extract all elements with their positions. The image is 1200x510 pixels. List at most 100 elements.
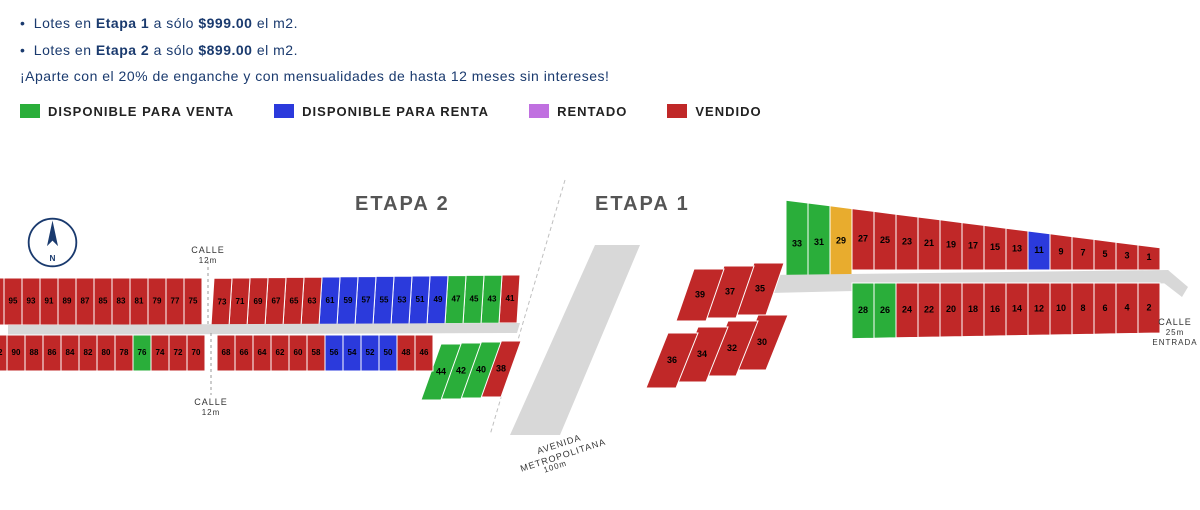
svg-text:46: 46 <box>420 348 429 357</box>
svg-text:89: 89 <box>63 297 72 306</box>
svg-text:30: 30 <box>757 337 767 347</box>
svg-text:63: 63 <box>308 296 317 305</box>
svg-text:8: 8 <box>1080 303 1085 313</box>
svg-text:84: 84 <box>66 348 75 357</box>
svg-text:14: 14 <box>1012 304 1022 314</box>
svg-text:75: 75 <box>189 297 198 306</box>
svg-text:70: 70 <box>192 348 201 357</box>
svg-text:6: 6 <box>1102 303 1107 313</box>
svg-text:54: 54 <box>348 348 357 357</box>
svg-text:23: 23 <box>902 236 912 246</box>
svg-text:26: 26 <box>880 305 890 315</box>
svg-text:12: 12 <box>1034 303 1044 313</box>
svg-text:50: 50 <box>384 348 393 357</box>
svg-text:53: 53 <box>398 295 407 304</box>
svg-text:4: 4 <box>1124 303 1129 313</box>
svg-text:57: 57 <box>362 296 371 305</box>
svg-text:36: 36 <box>667 355 677 365</box>
svg-text:66: 66 <box>240 348 249 357</box>
svg-text:68: 68 <box>222 348 231 357</box>
svg-text:58: 58 <box>312 348 321 357</box>
svg-text:ENTRADA: ENTRADA <box>1152 338 1197 347</box>
svg-text:39: 39 <box>695 289 705 299</box>
svg-text:77: 77 <box>171 297 180 306</box>
legend: DISPONIBLE PARA VENTA DISPONIBLE PARA RE… <box>20 104 1180 119</box>
svg-text:69: 69 <box>254 297 263 306</box>
pricing-bullets: • Lotes en Etapa 1 a sólo $999.00 el m2.… <box>20 10 1180 63</box>
svg-text:29: 29 <box>836 235 846 245</box>
svg-text:45: 45 <box>470 295 479 304</box>
svg-text:2: 2 <box>1146 302 1151 312</box>
svg-text:82: 82 <box>84 348 93 357</box>
svg-text:76: 76 <box>138 348 147 357</box>
svg-text:72: 72 <box>174 348 183 357</box>
svg-text:1: 1 <box>1146 252 1151 262</box>
svg-text:CALLE: CALLE <box>194 397 228 407</box>
svg-text:74: 74 <box>156 348 165 357</box>
svg-text:13: 13 <box>1012 243 1022 253</box>
svg-text:73: 73 <box>218 297 227 306</box>
svg-text:67: 67 <box>272 297 281 306</box>
svg-text:28: 28 <box>858 305 868 315</box>
svg-text:38: 38 <box>496 363 506 373</box>
lot-map: ETAPA 2ETAPA 113579111315171921232527293… <box>0 175 1200 505</box>
svg-text:44: 44 <box>436 366 446 376</box>
svg-text:7: 7 <box>1080 248 1085 258</box>
svg-text:59: 59 <box>344 296 353 305</box>
svg-text:34: 34 <box>697 349 707 359</box>
legend-vendido: VENDIDO <box>667 104 761 119</box>
svg-text:85: 85 <box>99 297 108 306</box>
svg-text:37: 37 <box>725 286 735 296</box>
legend-venta: DISPONIBLE PARA VENTA <box>20 104 234 119</box>
legend-renta: DISPONIBLE PARA RENTA <box>274 104 489 119</box>
svg-text:71: 71 <box>236 297 245 306</box>
svg-text:16: 16 <box>990 304 1000 314</box>
svg-text:25: 25 <box>880 235 890 245</box>
svg-text:83: 83 <box>117 297 126 306</box>
svg-text:86: 86 <box>48 348 57 357</box>
svg-text:79: 79 <box>153 297 162 306</box>
svg-text:91: 91 <box>45 297 54 306</box>
svg-text:27: 27 <box>858 234 868 244</box>
svg-text:33: 33 <box>792 238 802 248</box>
bullet-etapa2: • Lotes en Etapa 2 a sólo $899.00 el m2. <box>20 37 1180 64</box>
svg-text:19: 19 <box>946 239 956 249</box>
svg-text:60: 60 <box>294 348 303 357</box>
svg-text:87: 87 <box>81 297 90 306</box>
svg-text:24: 24 <box>902 305 912 315</box>
svg-text:25m: 25m <box>1166 328 1185 337</box>
svg-text:18: 18 <box>968 304 978 314</box>
svg-text:90: 90 <box>12 348 21 357</box>
svg-text:42: 42 <box>456 365 466 375</box>
svg-text:65: 65 <box>290 297 299 306</box>
svg-text:95: 95 <box>9 297 18 306</box>
svg-text:80: 80 <box>102 348 111 357</box>
bullet-etapa1: • Lotes en Etapa 1 a sólo $999.00 el m2. <box>20 10 1180 37</box>
svg-text:56: 56 <box>330 348 339 357</box>
svg-text:81: 81 <box>135 297 144 306</box>
svg-text:10: 10 <box>1056 303 1066 313</box>
svg-text:15: 15 <box>990 242 1000 252</box>
svg-text:62: 62 <box>276 348 285 357</box>
svg-text:61: 61 <box>326 296 335 305</box>
svg-text:40: 40 <box>476 364 486 374</box>
tagline: ¡Aparte con el 20% de enganche y con men… <box>20 63 1180 90</box>
svg-text:12m: 12m <box>202 408 221 417</box>
legend-rentado: RENTADO <box>529 104 627 119</box>
svg-text:93: 93 <box>27 297 36 306</box>
svg-text:ETAPA 1: ETAPA 1 <box>595 193 690 215</box>
svg-text:48: 48 <box>402 348 411 357</box>
svg-text:49: 49 <box>434 295 443 304</box>
svg-text:17: 17 <box>968 241 978 251</box>
svg-text:64: 64 <box>258 348 267 357</box>
svg-text:22: 22 <box>924 304 934 314</box>
svg-text:3: 3 <box>1124 250 1129 260</box>
svg-text:55: 55 <box>380 296 389 305</box>
svg-text:CALLE: CALLE <box>191 245 225 255</box>
svg-text:9: 9 <box>1058 246 1063 256</box>
svg-text:52: 52 <box>366 348 375 357</box>
svg-text:ETAPA 2: ETAPA 2 <box>355 193 450 215</box>
svg-text:78: 78 <box>120 348 129 357</box>
svg-text:43: 43 <box>488 294 497 303</box>
svg-text:5: 5 <box>1102 249 1107 259</box>
